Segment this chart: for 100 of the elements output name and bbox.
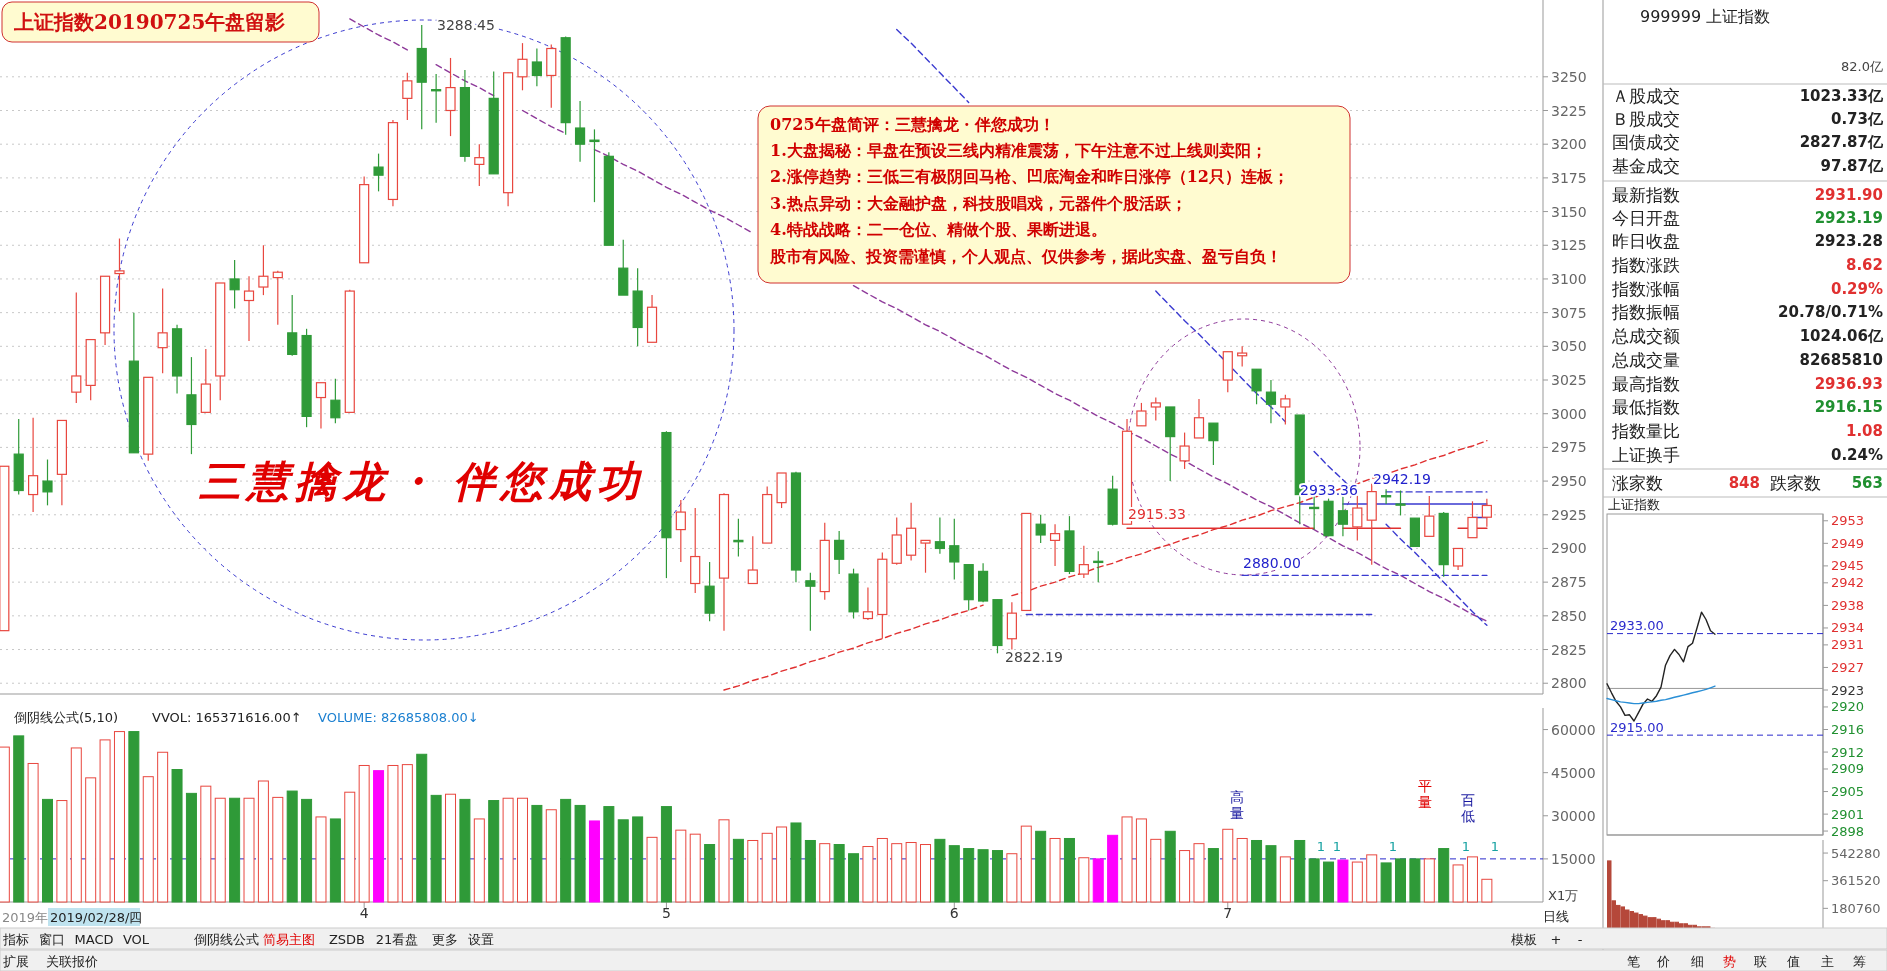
y-tick-label: 2850 [1551, 607, 1587, 624]
y-tick-label: 542280 [1831, 845, 1881, 861]
text: 主 [1820, 953, 1834, 969]
y-tick-label: 2938 [1831, 597, 1865, 613]
text: 总成交量 [1611, 350, 1680, 370]
y-tick-label: 2916 [1831, 722, 1865, 737]
text: 1023.33亿 [1799, 87, 1884, 105]
text: 笔 [1626, 953, 1640, 969]
x-tick-label: 5 [661, 905, 671, 921]
y-tick-label: 3025 [1551, 372, 1587, 389]
annotation: 0725午盘简评：三慧擒龙 · 伴您成功！ [770, 114, 1056, 134]
annotation: 倒阴线公式(5,10) [14, 709, 119, 725]
text: 最低指数 [1612, 397, 1680, 417]
text: 2827.87亿 [1799, 133, 1884, 151]
y-tick-label: 2949 [1831, 535, 1865, 551]
text: 设置 [468, 931, 494, 947]
text: 上证换手 [1612, 445, 1680, 465]
text: 国债成交 [1612, 132, 1680, 152]
text: ZSDB [328, 931, 366, 947]
text: 2931.90 [1814, 186, 1883, 204]
annotation: 3.热点异动：大金融护盘，科技股唱戏，元器件个股活跃； [770, 193, 1187, 213]
y-tick-label: 15000 [1551, 850, 1596, 867]
y-tick-label: 2927 [1831, 659, 1865, 675]
text: - [1577, 931, 1583, 947]
annotation: 1 [1332, 838, 1342, 854]
annotation: 平量 [1418, 778, 1432, 810]
y-tick-label: 3100 [1551, 270, 1587, 287]
text: 97.87亿 [1820, 157, 1884, 175]
text: 999999 上证指数 [1640, 6, 1771, 26]
text: 82685810 [1799, 351, 1883, 369]
annotation: 1 [1490, 838, 1500, 854]
y-tick-label: 2923 [1831, 682, 1865, 698]
text: 563 [1851, 474, 1883, 492]
annotation: 百低 [1461, 792, 1475, 824]
y-tick-label: 2901 [1831, 806, 1865, 822]
y-tick-label: 2925 [1551, 506, 1587, 523]
annotation: VOLUME: 82685808.00↓ [318, 709, 479, 725]
text: 指数量比 [1611, 421, 1680, 441]
annotation: 1 [1316, 838, 1326, 854]
text: 2923.28 [1814, 232, 1883, 250]
text: 0.73亿 [1830, 110, 1884, 128]
annotation: 2942.19 [1373, 471, 1431, 487]
chart-title: 上证指数 [1608, 496, 1660, 512]
y-tick-label: 3175 [1551, 169, 1587, 186]
y-tick-label: 180760 [1831, 900, 1881, 916]
annotation: VVOL: 165371616.00↑ [152, 709, 302, 725]
annotation: 4.特战战略：二一仓位、精做个股、果断进退。 [770, 220, 1107, 240]
text: 2936.93 [1814, 375, 1883, 393]
text: 今日开盘 [1612, 208, 1680, 228]
text: 2923.19 [1814, 209, 1883, 227]
text: Ｂ股成交 [1612, 109, 1680, 129]
text: 基金成交 [1612, 156, 1680, 176]
y-tick-label: 3050 [1551, 338, 1587, 355]
y-tick-label: 2900 [1551, 540, 1587, 557]
y-tick-label: 3200 [1551, 136, 1587, 153]
text: 跌家数 [1770, 473, 1821, 493]
text: 2019/02/28/四 [50, 909, 143, 925]
y-tick-label: 3150 [1551, 203, 1587, 220]
text: 指数涨跌 [1611, 255, 1680, 275]
annotation: 高量 [1230, 789, 1244, 821]
text: 联 [1753, 953, 1767, 969]
text: + [1550, 931, 1562, 947]
text: 窗口 [39, 931, 65, 947]
y-tick-label: 2800 [1551, 675, 1587, 692]
text: 关联报价 [46, 953, 98, 969]
text: 筹 [1852, 953, 1866, 969]
text: 8.62 [1845, 256, 1883, 274]
text: MACD [74, 931, 114, 947]
text: 细 [1690, 953, 1704, 969]
y-tick-label: 2945 [1831, 558, 1865, 574]
ref-line-label: 2933.00 [1610, 618, 1664, 634]
y-tick-label: 2950 [1551, 473, 1587, 490]
x-tick-label: 6 [949, 905, 959, 921]
y-tick-label: 30000 [1551, 807, 1596, 824]
text: 值 [1786, 953, 1800, 969]
y-tick-label: 361520 [1831, 873, 1881, 889]
text: 简易主图 [263, 931, 315, 947]
x-tick-label: 4 [359, 905, 369, 921]
y-tick-label: 2898 [1831, 823, 1865, 839]
text: 指标 [2, 931, 29, 947]
text: 0.29% [1830, 280, 1883, 298]
y-tick-label: 2909 [1831, 761, 1865, 777]
text: 指数涨幅 [1611, 279, 1680, 299]
text: 价 [1655, 953, 1670, 969]
annotation: 1.大盘揭秘：早盘在预设三线内精准震荡，下午注意不过上线则卖阳； [770, 140, 1267, 160]
y-tick-label: 2931 [1831, 637, 1865, 653]
text: 倒阴线公式 [193, 931, 259, 947]
y-tick-label: 2942 [1831, 575, 1865, 591]
text: 涨家数 [1612, 473, 1663, 493]
annotation: 2.涨停趋势：三低三有极阴回马枪、凹底淘金和昨日涨停（12只）连板； [770, 167, 1289, 187]
annotation: 2880.00 [1243, 555, 1301, 571]
y-tick-label: 2953 [1831, 513, 1865, 529]
annotation: 股市有风险、投资需谨慎，个人观点、仅供参考，据此实盘、盈亏自负！ [769, 246, 1282, 266]
annotation: 1 [1388, 838, 1398, 854]
text: 扩展 [3, 953, 29, 969]
text: 1.08 [1845, 422, 1883, 440]
text: 昨日收盘 [1612, 231, 1680, 251]
text: 日线 [1543, 908, 1569, 924]
y-tick-label: 2905 [1831, 784, 1865, 800]
text: 总成交额 [1611, 326, 1680, 346]
